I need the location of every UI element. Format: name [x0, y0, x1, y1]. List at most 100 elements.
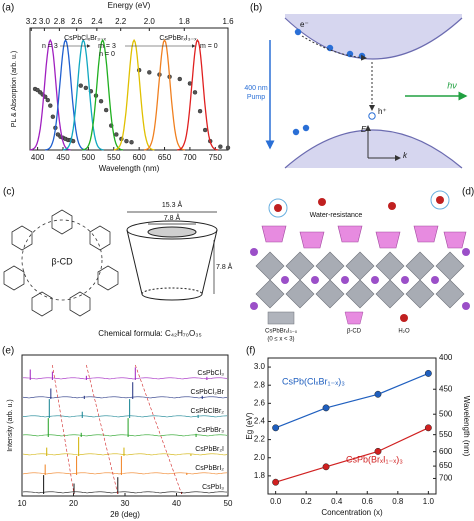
- y2-tick-label: 400: [439, 353, 453, 362]
- x-tick-label: 0.6: [362, 497, 374, 506]
- hole-label: h⁺: [378, 107, 387, 116]
- panel-c: (c) β-CD 15.3 Å 7.8 Å 7.8 Å Chemical for…: [3, 187, 233, 338]
- pl-peak: [45, 38, 86, 151]
- pump-label: Pump: [247, 94, 265, 101]
- absorption-point: [48, 103, 53, 108]
- series-label: CsPbClBr₂: [191, 408, 225, 415]
- y2-tick-label: 450: [439, 384, 453, 393]
- panel-d: (d) Water-resistance: [250, 187, 474, 343]
- x-tick-label: 0.2: [301, 497, 313, 506]
- cone-bottom: [141, 287, 203, 295]
- y-tick-label: 2.6: [254, 398, 266, 407]
- relaxation-arrow: [301, 35, 367, 61]
- annotation: Water-resistance: [310, 212, 363, 219]
- series-label: CsPbCl₃: [197, 370, 224, 377]
- legend-swatch: [400, 314, 408, 322]
- xrd-baseline: [22, 396, 228, 399]
- x2-tick-label: 2.4: [91, 17, 103, 26]
- guide-line: [86, 364, 119, 495]
- x-tick-label: 10: [18, 499, 27, 508]
- x-tick-label: 0.8: [392, 497, 404, 506]
- absorption-point: [147, 70, 152, 75]
- y-axis-title: Intensity (arb. u.): [7, 399, 14, 452]
- dimension-label: 7.8 Å: [216, 262, 233, 271]
- annotation: CsPbClₓBr₃₋ₓ: [64, 35, 107, 42]
- x-tick-label: 40: [172, 499, 181, 508]
- x-tick-label: 700: [183, 153, 197, 162]
- x2-tick-label: 2.2: [115, 17, 127, 26]
- valence-band-edge: [284, 129, 463, 169]
- electron: [294, 28, 302, 36]
- pl-peak: [177, 38, 218, 151]
- conduction-band: [285, 14, 462, 59]
- x-tick-label: 0.4: [331, 497, 343, 506]
- absorption-point: [202, 127, 208, 133]
- energy-axis-label: E: [361, 125, 367, 134]
- x-axis-title: 2θ (deg): [110, 510, 140, 519]
- y-axis-title: PL & Absorption (arb. u.): [11, 51, 18, 127]
- x-tick-label: 1.0: [423, 497, 435, 506]
- x-tick-label: 30: [121, 499, 130, 508]
- legend-label: H₂O: [398, 329, 410, 335]
- legend-label: CsPbBrₓI₃₋ₓ: [265, 329, 297, 335]
- cone-side: [126, 229, 143, 295]
- x2-tick-label: 2.6: [71, 17, 83, 26]
- y2-tick-label: 600: [439, 447, 453, 456]
- x2-tick-label: 2.8: [54, 17, 66, 26]
- water-molecules: [268, 190, 450, 218]
- series-line: [275, 427, 429, 483]
- xrd-baseline: [22, 491, 228, 494]
- absorption-point: [78, 83, 83, 88]
- y-tick-label: 2.4: [254, 417, 266, 426]
- electron: [302, 124, 310, 132]
- xrd-baseline: [22, 453, 228, 456]
- formula: Chemical formula: C₄₂H₇₀O₃₅: [98, 329, 201, 338]
- y-tick-label: 2.0: [254, 453, 266, 462]
- annotation: m = 3: [98, 43, 116, 50]
- absorption-point: [45, 97, 50, 103]
- panel-label: (b): [250, 3, 262, 14]
- x-axis-title: Concentration (x): [321, 508, 383, 517]
- pl-peak: [62, 38, 104, 151]
- point: [424, 424, 432, 432]
- x-tick-label: 20: [69, 499, 78, 508]
- y2-tick-label: 700: [439, 474, 453, 483]
- molecule-ring: [3, 209, 119, 317]
- x-axis-title: Wavelength (nm): [99, 164, 160, 173]
- cone-bottom: [141, 293, 203, 301]
- x-tick-label: 400: [31, 153, 45, 162]
- x-tick-label: 600: [132, 153, 146, 162]
- series-label: CsPbCl₂Br: [191, 389, 225, 396]
- legend-swatch: [344, 311, 364, 325]
- xrd-baseline: [22, 472, 228, 475]
- absorption-point: [225, 145, 231, 150]
- electron-label: e⁻: [300, 20, 309, 29]
- y-tick-label: 3.0: [254, 362, 266, 371]
- pl-peak: [82, 38, 124, 151]
- y-tick-label: 2.8: [254, 380, 266, 389]
- y-axis-title: Eg (eV): [245, 412, 254, 439]
- series-line: [275, 372, 429, 429]
- annotation: n = 3: [42, 43, 58, 50]
- cone-side: [201, 229, 218, 295]
- hole: [368, 112, 376, 120]
- absorption-point: [98, 98, 104, 104]
- point: [374, 447, 382, 455]
- pump-label: 400 nm: [244, 85, 268, 92]
- legend-label: β-CD: [347, 329, 362, 335]
- pl-peak: [29, 38, 71, 151]
- panel-label: (c): [3, 187, 15, 198]
- cyclodextrin-row: [261, 225, 467, 249]
- momentum-axis-label: k: [403, 151, 408, 160]
- series-label: CsPb(BrₓI₁₋ₓ)₃: [346, 454, 403, 464]
- xrd-baseline: [22, 434, 228, 437]
- absorption-point: [124, 138, 129, 144]
- y-tick-label: 1.8: [254, 471, 266, 480]
- molecule-label: β-CD: [51, 256, 73, 266]
- x2-tick-label: 1.6: [222, 17, 234, 26]
- absorption-point: [50, 114, 56, 119]
- point: [322, 463, 330, 471]
- panel-b: (b) e⁻ h⁺ 400 nm Pump hν E k: [244, 3, 468, 169]
- legend-swatch: [267, 311, 295, 325]
